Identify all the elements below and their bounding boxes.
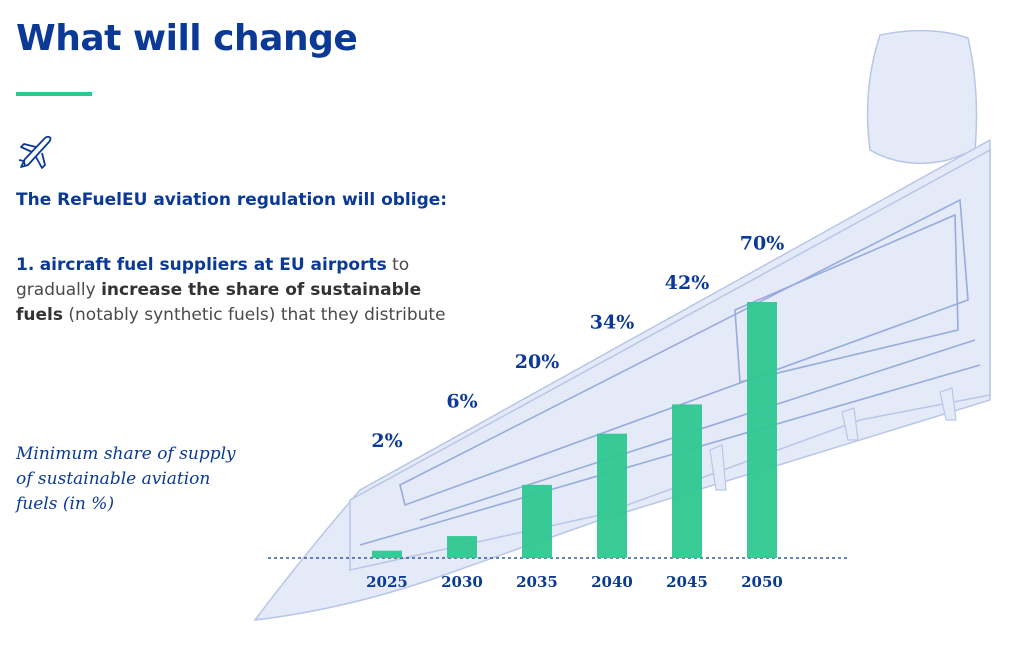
- value-label-2025: 2%: [371, 430, 402, 452]
- wing: [349, 148, 991, 571]
- page-title: What will change: [16, 18, 358, 59]
- regulation-heading: The ReFuelEU aviation regulation will ob…: [16, 190, 448, 210]
- value-label-2030: 6%: [446, 391, 477, 413]
- bar-2045: [672, 404, 702, 558]
- point-number: 1.: [16, 255, 35, 275]
- x-tick-2035: 2035: [516, 573, 558, 591]
- point-text-1: to gradually: [16, 255, 410, 300]
- bar-2030: [447, 536, 477, 558]
- bar-2050: [747, 302, 777, 558]
- x-tick-2045: 2045: [666, 573, 708, 591]
- bar-2040: [597, 433, 627, 558]
- obligation-point-1: 1. aircraft fuel suppliers at EU airport…: [16, 253, 456, 328]
- value-label-2035: 20%: [515, 351, 560, 373]
- point-subject: aircraft fuel suppliers at EU airports: [39, 255, 387, 275]
- value-label-2040: 34%: [590, 312, 635, 334]
- x-tick-2050: 2050: [741, 573, 783, 591]
- title-underline: [16, 92, 92, 96]
- x-tick-2030: 2030: [441, 573, 483, 591]
- value-label-2050: 70%: [740, 233, 785, 255]
- bar-2025: [372, 550, 402, 558]
- value-label-2045: 42%: [665, 272, 710, 294]
- point-text-2: (notably synthetic fuels) that they dist…: [68, 305, 446, 325]
- bar-2035: [522, 484, 552, 558]
- airplane-icon: [18, 135, 52, 169]
- point-emphasis: increase the share of sustainable fuels: [16, 280, 422, 325]
- chart-caption: Minimum share of supply of sustainable a…: [16, 444, 236, 514]
- x-tick-2025: 2025: [366, 573, 408, 591]
- x-tick-2040: 2040: [591, 573, 633, 591]
